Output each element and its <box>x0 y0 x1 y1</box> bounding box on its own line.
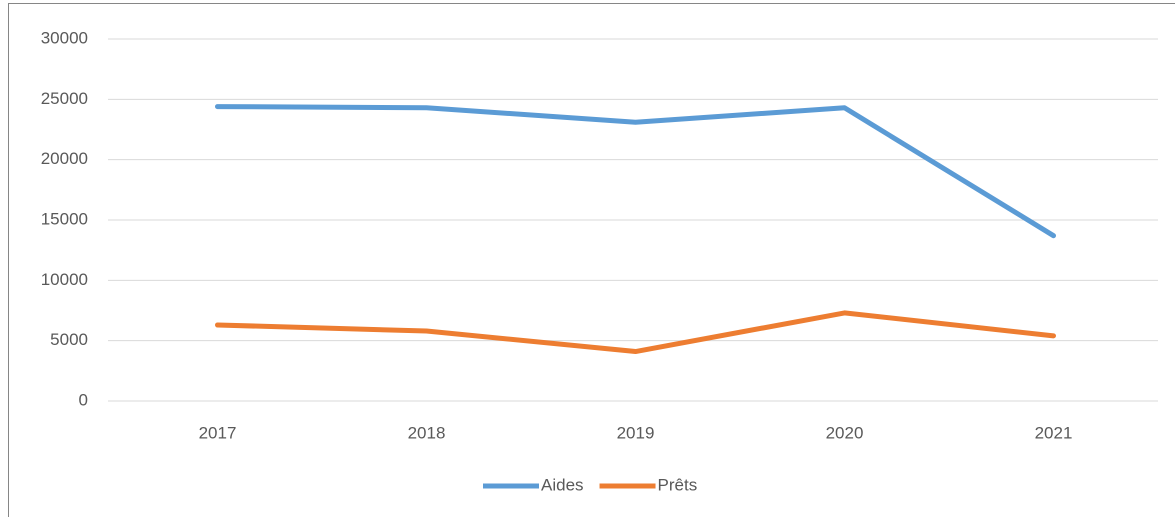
y-tick-label: 30000 <box>41 28 88 47</box>
x-tick-label: 2019 <box>617 423 655 442</box>
y-tick-label: 0 <box>79 390 88 409</box>
x-tick-label: 2021 <box>1035 423 1073 442</box>
data-line <box>215 310 1056 355</box>
y-tick-label: 5000 <box>50 330 88 349</box>
x-tick-label: 2017 <box>199 423 237 442</box>
y-tick-label: 20000 <box>41 149 88 168</box>
chart-frame <box>8 3 1175 517</box>
y-tick-label: 10000 <box>41 270 88 289</box>
y-tick-label: 15000 <box>41 209 88 228</box>
data-line <box>215 104 1056 239</box>
legend-label: Prêts <box>658 475 698 494</box>
x-tick-label: 2018 <box>408 423 446 442</box>
x-tick-label: 2020 <box>826 423 864 442</box>
y-tick-label: 25000 <box>41 89 88 108</box>
legend-label: Aides <box>541 475 584 494</box>
